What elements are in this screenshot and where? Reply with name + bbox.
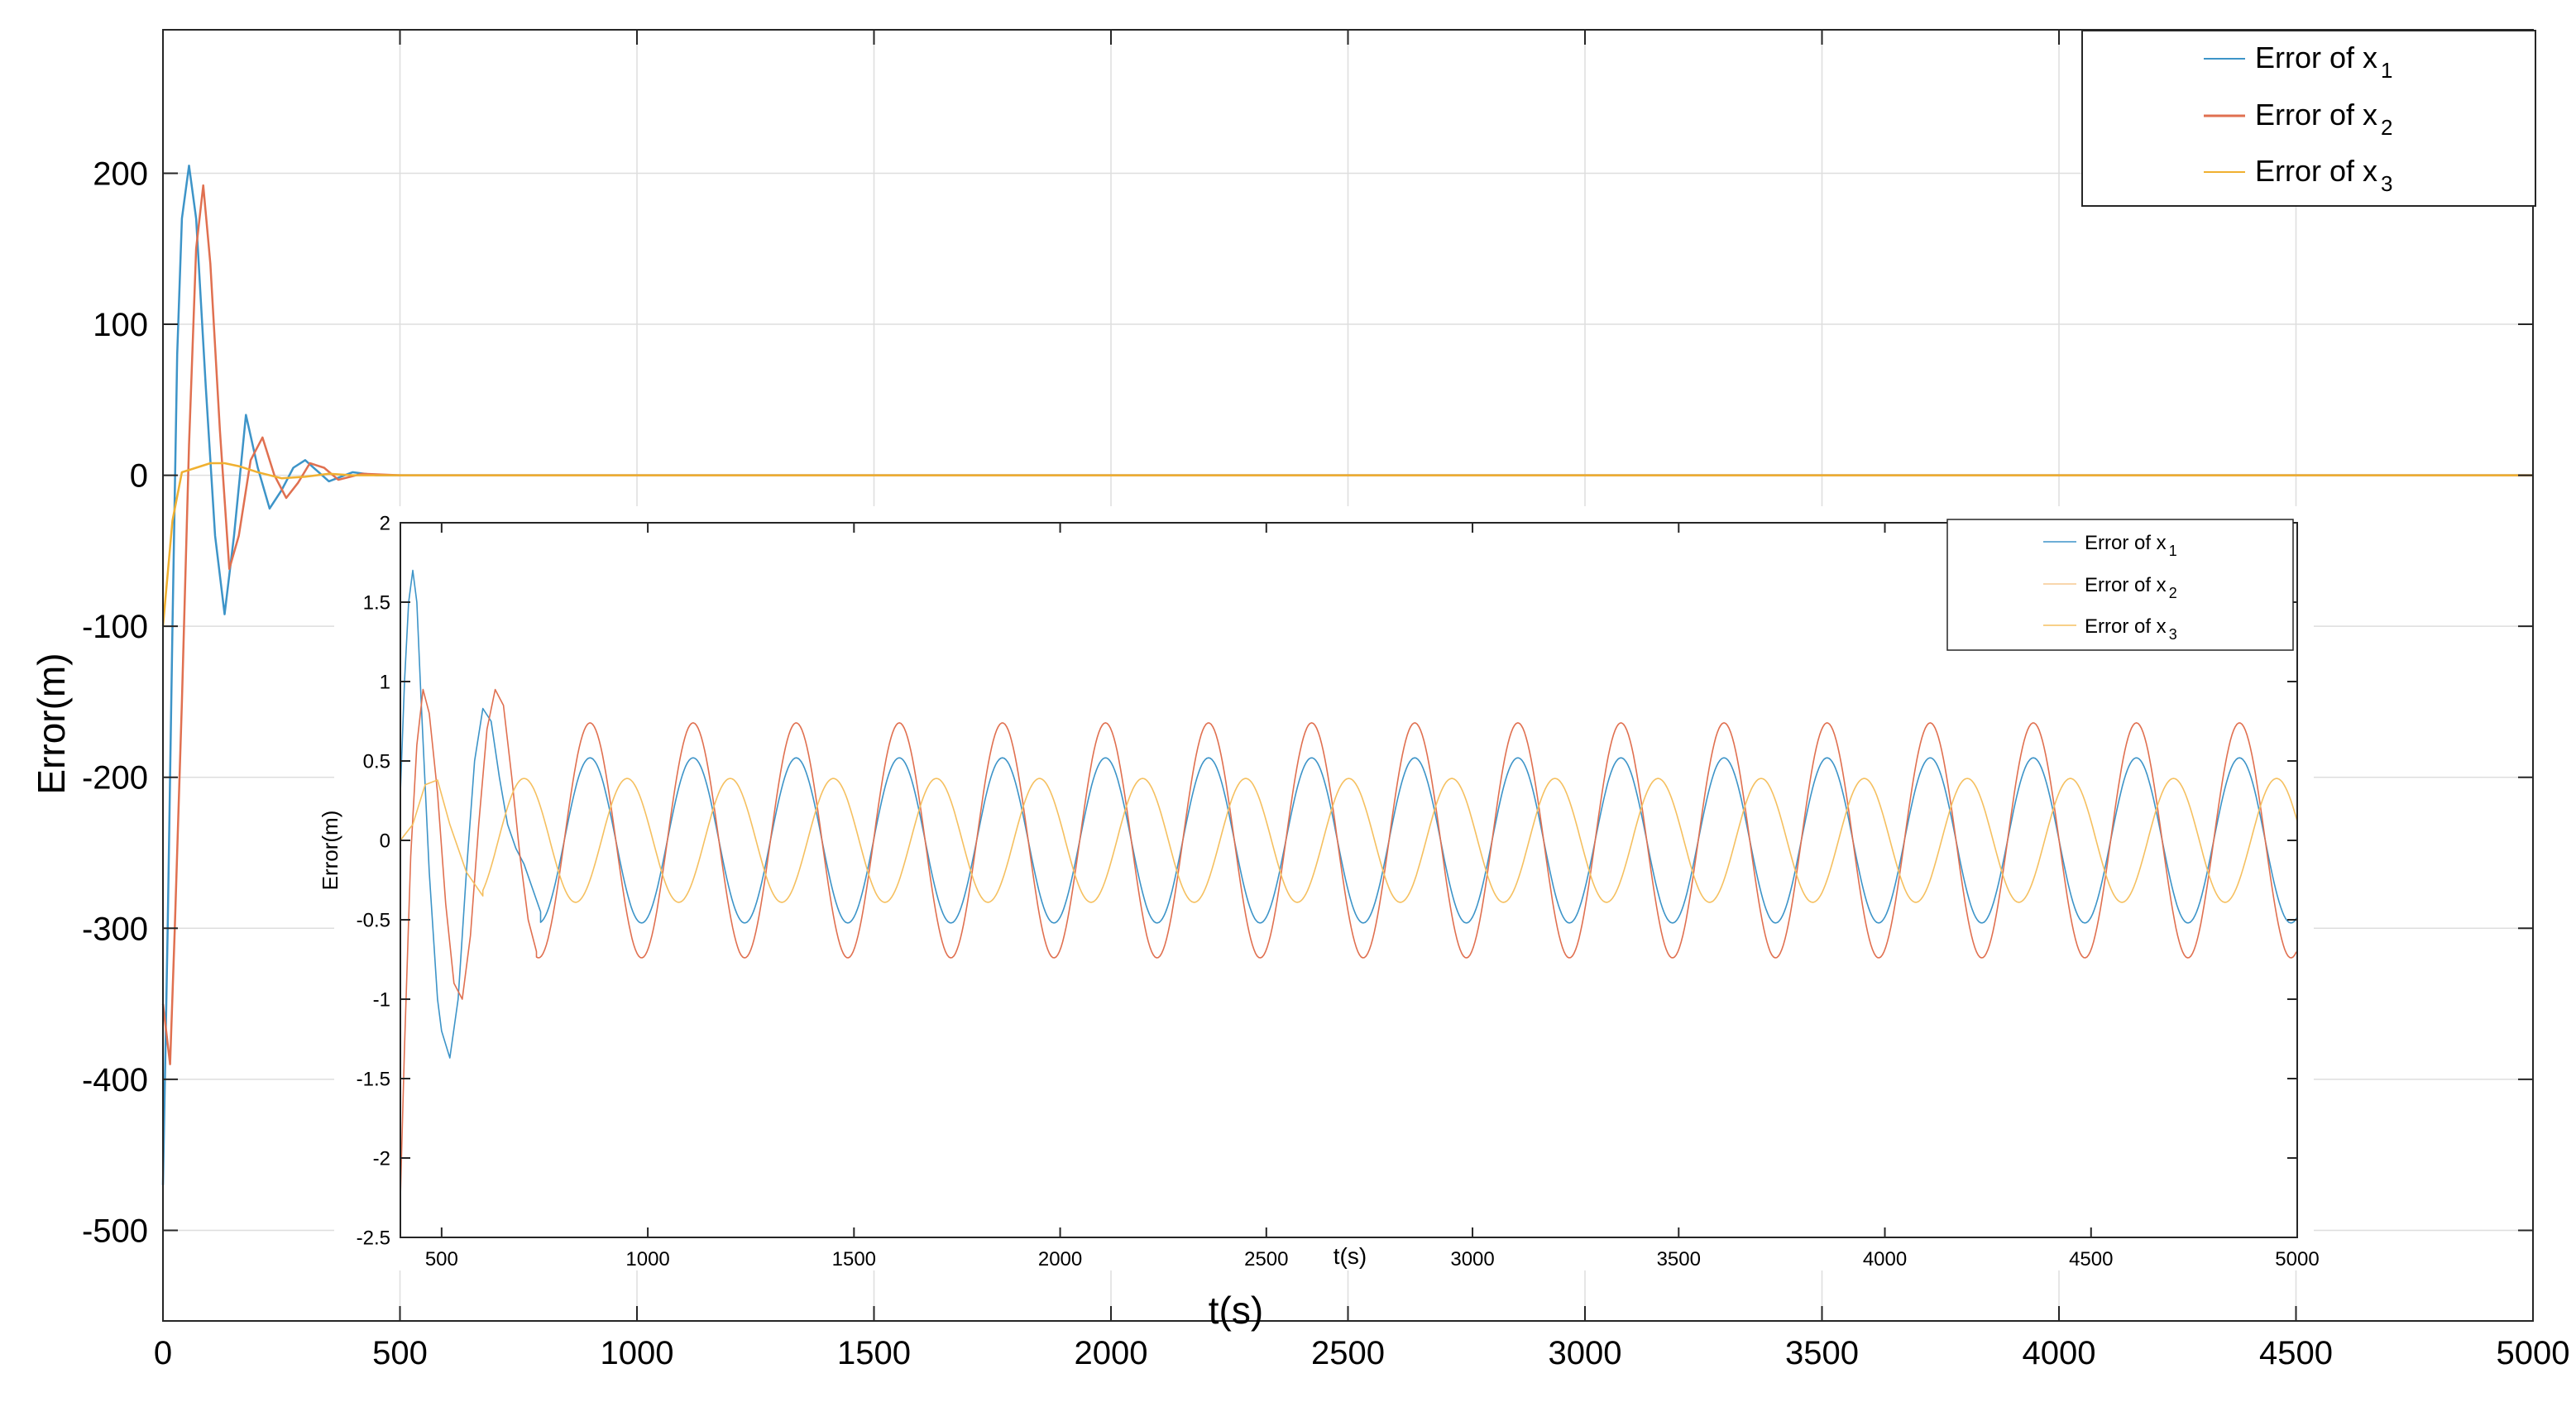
inset-axes: 500 1000 1500 2000 2500 3000 3500 4000 4500 5000 -… — [318, 506, 2320, 1270]
inset-series-line-2 — [400, 688, 2297, 1199]
inset-y-tick-label: 1 — [380, 671, 390, 693]
inset-axes-frame — [400, 522, 2298, 1238]
inset-x-tick-label: 1000 — [625, 1248, 669, 1270]
main-y-tick-label: 200 — [93, 156, 148, 192]
inset-x-tick-label: 500 — [425, 1248, 458, 1270]
inset-x-tick-label: 3500 — [1657, 1248, 1701, 1270]
main-y-tick-label: -300 — [82, 911, 148, 947]
inset-x-tick-label: 4000 — [1863, 1248, 1907, 1270]
inset-y-tick-label: 1.5 — [363, 591, 390, 614]
inset-x-axis-label: t(s) — [1333, 1243, 1367, 1269]
inset-x-tick-label: 4500 — [2069, 1248, 2113, 1270]
main-y-tick-label: 0 — [130, 458, 148, 495]
inset-series-line-3 — [400, 778, 2298, 903]
main-y-tick-label: -500 — [82, 1213, 148, 1249]
inset-y-tick-label: -2 — [373, 1147, 390, 1170]
inset-x-tick-label: 1500 — [832, 1248, 876, 1270]
inset-series — [400, 569, 2298, 1199]
main-x-tick-label: 3500 — [1785, 1335, 1859, 1371]
main-x-tick-label: 3000 — [1549, 1335, 1622, 1371]
inset-y-tick-label: -0.5 — [357, 909, 390, 931]
main-x-tick-label: 1000 — [601, 1335, 674, 1371]
main-series-line-3 — [161, 462, 2533, 627]
main-x-tick-label: 0 — [154, 1335, 172, 1371]
inset-tick-labels: 500 1000 1500 2000 2500 3000 3500 4000 4500 5000 -… — [357, 512, 2320, 1270]
main-x-tick-label: 4000 — [2023, 1335, 2096, 1371]
main-x-tick-label: 500 — [372, 1335, 428, 1371]
main-series — [161, 165, 2533, 1185]
inset-y-tick-label: 2 — [380, 512, 390, 534]
inset-x-tick-label: 3000 — [1450, 1248, 1494, 1270]
main-y-tick-label: -400 — [82, 1062, 148, 1098]
inset-y-tick-label: 0 — [380, 830, 390, 852]
main-legend-box — [2081, 30, 2536, 207]
main-x-tick-label: 2000 — [1075, 1335, 1148, 1371]
inset-y-tick-label: -2.5 — [357, 1227, 390, 1249]
main-y-tick-label: -200 — [82, 760, 148, 797]
inset-y-tick-label: 0.5 — [363, 750, 390, 773]
main-y-axis-label: Error(m) — [30, 653, 73, 794]
main-tick-labels: 0 500 1000 1500 2000 2500 3000 3500 4000 4500 5000… — [82, 156, 2570, 1371]
inset-x-tick-label: 2000 — [1038, 1248, 1082, 1270]
inset-x-tick-label: 5000 — [2275, 1248, 2319, 1270]
main-x-tick-label: 2500 — [1311, 1335, 1385, 1371]
inset-y-tick-label: -1.5 — [357, 1068, 390, 1090]
main-y-tick-label: -100 — [82, 609, 148, 645]
inset-legend-box — [1946, 519, 2294, 651]
inset-series-line-1 — [400, 569, 2298, 1059]
main-x-tick-label: 4500 — [2259, 1335, 2333, 1371]
main-x-tick-label: 1500 — [837, 1335, 911, 1371]
main-x-axis-label: t(s) — [1209, 1289, 1263, 1332]
main-y-tick-label: 100 — [93, 307, 148, 343]
inset-y-axis-label: Error(m) — [318, 811, 342, 891]
inset-y-tick-label: -1 — [373, 988, 390, 1011]
main-x-tick-label: 5000 — [2497, 1335, 2570, 1371]
inset-x-tick-label: 2500 — [1244, 1248, 1288, 1270]
main-ticks — [162, 30, 2534, 1321]
